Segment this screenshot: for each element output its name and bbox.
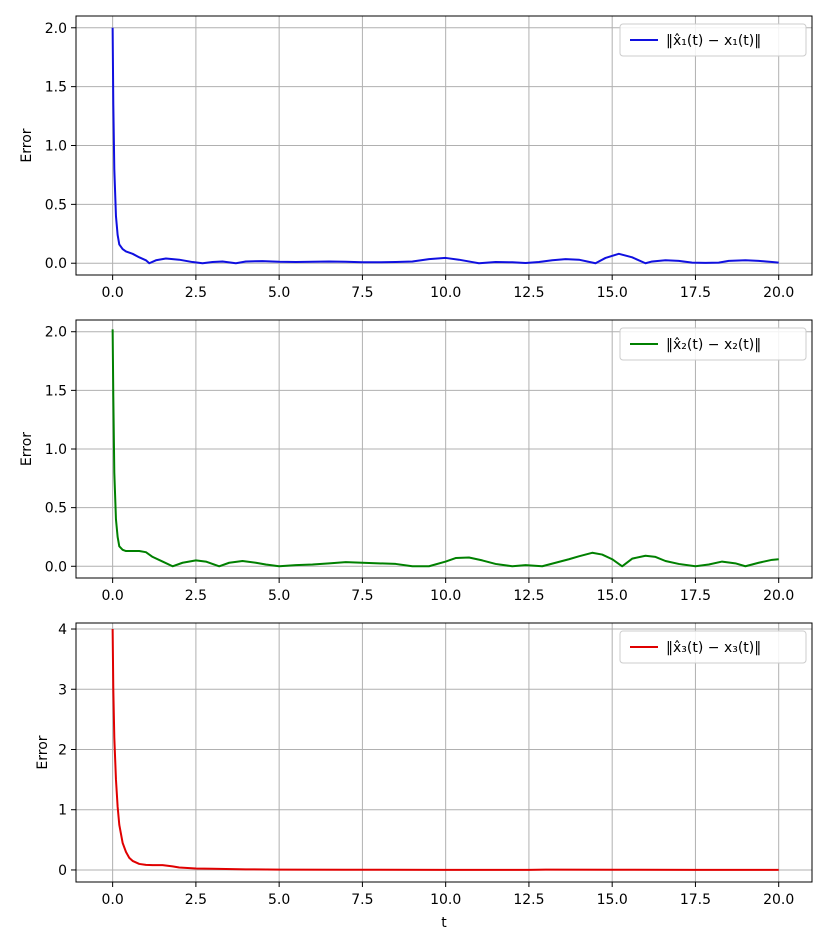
legend-box: [619, 327, 807, 361]
legend-entry: ‖x̂₃(t) − x₃(t)‖: [666, 640, 761, 656]
x-tick-label: 5.0: [268, 892, 290, 908]
y-tick-label: 2.0: [45, 325, 67, 341]
x-tick-label: 2.5: [185, 892, 207, 908]
x-tick-label: 17.5: [680, 892, 711, 908]
y-axis-label: Error: [19, 432, 35, 466]
y-tick-label: 2: [58, 742, 67, 758]
x-tick-label: 20.0: [763, 285, 794, 301]
x-tick-label: 15.0: [597, 892, 628, 908]
x-tick-label: 20.0: [763, 588, 794, 604]
x-tick-label: 10.0: [430, 892, 461, 908]
x-tick-label: 2.5: [185, 588, 207, 604]
x-tick-label: 7.5: [351, 588, 373, 604]
x-axis-label: t: [441, 915, 447, 931]
series-line-3: [111, 629, 779, 871]
legend-entry: ‖x̂₂(t) − x₂(t)‖: [666, 337, 761, 353]
y-tick-label: 4: [58, 622, 67, 638]
x-tick-label: 15.0: [597, 285, 628, 301]
y-axis-label: Error: [35, 735, 51, 769]
series-line-1: [111, 27, 779, 265]
x-tick-label: 10.0: [430, 285, 461, 301]
legend-entry: ‖x̂₁(t) − x₁(t)‖: [666, 33, 761, 49]
legend: ‖x̂₁(t) − x₁(t)‖: [619, 23, 807, 57]
x-tick-label: 15.0: [597, 588, 628, 604]
y-tick-label: 3: [58, 682, 67, 698]
y-tick-label: 1.5: [45, 80, 67, 96]
legend-box: [619, 23, 807, 57]
y-tick-label: 2.0: [45, 21, 67, 37]
subplot-3: 0.0 2.5 5.0 7.5 10.0 12.5 15.0 17.5 20.0 0 1 2 3 4 Err…: [35, 622, 813, 931]
x-tick-label: 2.5: [185, 285, 207, 301]
x-tick-label: 0.0: [102, 892, 124, 908]
x-tick-label: 12.5: [513, 588, 544, 604]
series-line-2: [111, 329, 779, 568]
y-tick-label: 0: [58, 863, 67, 879]
x-tick-label: 10.0: [430, 588, 461, 604]
y-tick-label: 0.5: [45, 501, 67, 517]
y-tick-label: 1.5: [45, 383, 67, 399]
y-tick-label: 1.0: [45, 139, 67, 155]
y-tick-label: 0.0: [45, 559, 67, 575]
subplot-2: 0.0 2.5 5.0 7.5 10.0 12.5 15.0 17.5 20.0 0.0 0.5 1.…: [19, 319, 813, 604]
y-tick-label: 1: [58, 803, 67, 819]
x-tick-label: 7.5: [351, 892, 373, 908]
axes-frame: [75, 622, 813, 883]
legend-box: [619, 630, 807, 664]
x-tick-label: 17.5: [680, 588, 711, 604]
charts: 0.0 2.5 5.0 7.5 10.0 12.5 15.0 17.5 20.00.00.51.…: [19, 15, 813, 931]
x-tick-label: 0.0: [102, 588, 124, 604]
legend: ‖x̂₃(t) − x₃(t)‖: [619, 630, 807, 664]
x-tick-label: 17.5: [680, 285, 711, 301]
subplot-1: 0.0 2.5 5.0 7.5 10.0 12.5 15.0 17.5 20.0 0.0 0.5 1.…: [19, 15, 813, 301]
x-tick-label: 5.0: [268, 588, 290, 604]
y-tick-label: 1.0: [45, 442, 67, 458]
x-tick-label: 12.5: [513, 892, 544, 908]
x-tick-label: 20.0: [763, 892, 794, 908]
y-axis-label: Error: [19, 128, 35, 162]
x-tick-label: 7.5: [351, 285, 373, 301]
y-tick-label: 0.0: [45, 256, 67, 272]
legend: ‖x̂₂(t) − x₂(t)‖: [619, 327, 807, 361]
x-tick-label: 0.0: [102, 285, 124, 301]
x-tick-label: 12.5: [513, 285, 544, 301]
y-tick-label: 0.5: [45, 197, 67, 213]
x-tick-label: 5.0: [268, 285, 290, 301]
